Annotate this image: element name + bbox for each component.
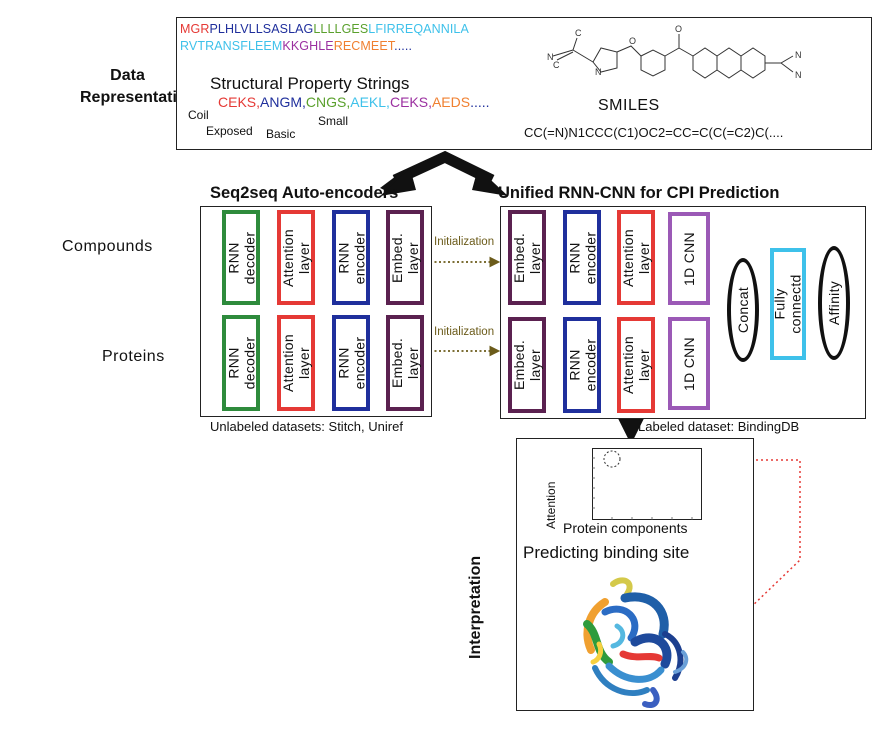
mol-atom-o2: O [675,24,682,34]
row-label-compounds: Compounds [62,238,153,255]
attention-mini-plot [592,448,702,520]
mol-atom-n3: N [795,50,802,60]
s2s-comp-rnn-decoder: RNN decoder [222,210,260,305]
s2s-comp-embed-layer: Embed. layer [386,210,424,305]
seq2seq-footer: Unlabeled datasets: Stitch, Uniref [210,419,403,434]
protein-sequence-line-1: MGRPLHLVLLSASLAGLLLLGESLFIRREQANNILA [180,22,469,36]
mol-atom-n4: N [795,70,802,80]
binding-site-title: Predicting binding site [523,543,690,562]
smiles-label: SMILES [598,97,660,114]
cpi-prot-1d-cnn: 1D CNN [668,317,710,410]
init-label-compounds: Initialization [434,236,495,248]
s2s-prot-embed-layer: Embed. layer [386,315,424,411]
interpretation-label: Interpretation [467,555,484,659]
structural-code-6: ..... [470,94,490,110]
seq1-segment-1: PLHLVLLSASLAG [209,22,314,36]
seq2-segment-3: ..... [394,39,413,53]
seq2-segment-1: KKGHLE [282,39,334,53]
concat-node: Concat [727,258,759,362]
seq1-segment-2: LLLLGES [313,22,369,36]
cpi-title: Unified RNN-CNN for CPI Prediction [498,184,780,202]
attention-xlabel: Protein components [563,520,688,536]
cpi-comp-embed-layer: Embed. layer [508,210,546,305]
seq1-segment-0: MGR [180,22,210,36]
structural-code-0: CEKS, [218,94,261,110]
cpi-comp-1d-cnn: 1D CNN [668,212,710,305]
structural-code-4: CEKS, [389,94,432,110]
s2s-comp-attention-layer: Attention layer [277,210,315,305]
cpi-footer: Labeled dataset: BindingDB [638,419,800,434]
attention-peak-marker [603,450,621,468]
fully-connected-layer: Fully connectd [770,248,806,360]
protein-structure-image [583,577,689,708]
structural-property-title: Structural Property Strings [210,74,410,93]
row-label-proteins: Proteins [102,348,165,365]
mol-atom-n2: N [595,67,602,77]
tag-basic: Basic [266,127,296,141]
affinity-node: Affinity [818,246,850,360]
s2s-comp-rnn-encoder: RNN encoder [332,210,370,305]
mol-atom-o1: O [629,36,636,46]
structural-property-codes: CEKS,ANGM,CNGS,AEKL,CEKS,AEDS..... [218,94,490,110]
tag-coil: Coil [188,108,209,122]
attention-ylabel: Attention [544,481,558,529]
seq2-segment-0: RVTRANSFLEEM [180,39,283,53]
s2s-prot-rnn-decoder: RNN decoder [222,315,260,411]
split-arrow [392,150,495,185]
tag-exposed: Exposed [206,124,253,138]
s2s-prot-attention-layer: Attention layer [277,315,315,411]
protein-sequence-line-2: RVTRANSFLEEMKKGHLERECMEET..... [180,39,412,53]
mol-atom-c1: C [575,28,582,38]
cpi-prot-rnn-encoder: RNN encoder [563,317,601,413]
molecule-structure: N C C N O O N N [547,24,802,80]
data-representation-label: Data Representation [80,67,197,106]
structural-code-2: CNGS, [305,94,351,110]
structural-code-1: ANGM, [260,94,306,110]
tag-small: Small [318,114,349,128]
cpi-comp-attention-layer: Attention layer [617,210,655,305]
cpi-prot-attention-layer: Attention layer [617,317,655,413]
mol-atom-n1: N [547,52,554,62]
s2s-prot-rnn-encoder: RNN encoder [332,315,370,411]
seq2-segment-2: RECMEET [333,39,395,53]
cpi-comp-rnn-encoder: RNN encoder [563,210,601,305]
smiles-string: CC(=N)N1CCC(C1)OC2=CC=C(C(=C2)C(.... [524,125,784,140]
data-representation-panel [176,17,872,150]
mol-atom-c2: C [553,60,560,70]
seq2seq-title: Seq2seq Auto-encoders [210,184,399,202]
structural-code-3: AEKL, [350,94,390,110]
structural-code-5: AEDS [431,94,471,110]
cpi-prot-embed-layer: Embed. layer [508,317,546,413]
init-label-proteins: Initialization [434,326,495,338]
seq1-segment-3: LFIRREQANNILA [368,22,469,36]
